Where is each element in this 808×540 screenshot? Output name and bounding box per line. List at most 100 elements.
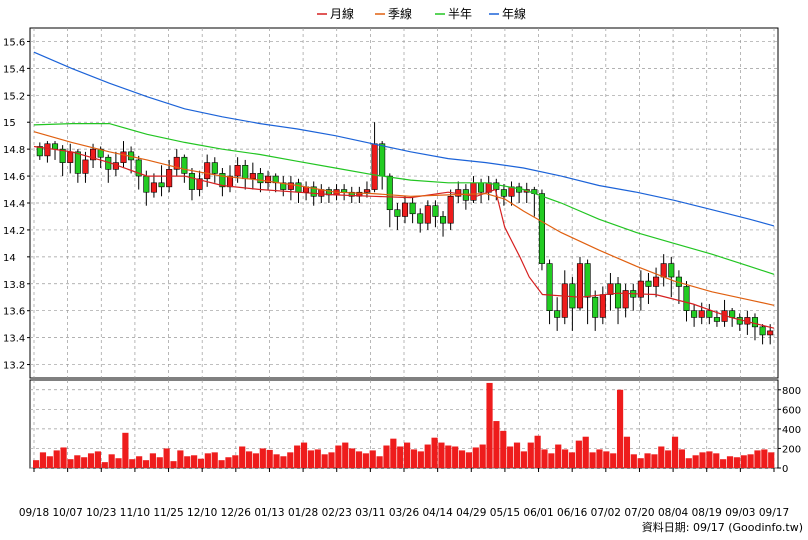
volume-bar: [355, 451, 363, 468]
volume-bar: [404, 442, 411, 468]
x-tick-label: 04/29: [456, 507, 486, 519]
volume-bar: [452, 446, 459, 468]
volume-bar: [486, 382, 493, 468]
volume-bar: [671, 436, 679, 468]
x-tick-label: 11/10: [120, 507, 150, 519]
volume-bar: [616, 389, 624, 468]
volume-bar: [115, 458, 122, 468]
candle-body: [493, 182, 500, 190]
volume-bar: [637, 458, 644, 468]
candle-body: [295, 182, 302, 193]
price-panel: 15.6 15.4 15.2 15 14.8 14.6 14.4 14.2 14 13.8 13.6…: [3, 27, 779, 379]
volume-bar: [101, 462, 108, 468]
volume-bar: [596, 449, 603, 468]
volume-bar: [287, 452, 294, 468]
volume-bar: [644, 453, 651, 468]
volume-bar: [280, 456, 287, 468]
volume-bar: [81, 457, 88, 468]
x-tick-label: 03/11: [355, 507, 385, 519]
candle-body: [767, 330, 774, 336]
price-tick-label: 13.4: [3, 334, 25, 345]
volume-bar: [562, 449, 569, 468]
x-tick-label: 10/07: [53, 507, 83, 519]
volume-tick-label: 200: [782, 444, 801, 455]
candle-body: [371, 143, 378, 190]
candle-body: [691, 310, 698, 318]
legend-label: 年線: [502, 6, 526, 21]
volume-bar: [294, 445, 301, 468]
candle-body: [310, 186, 317, 197]
price-tick-label: 14: [3, 253, 16, 264]
x-tick-label: 01/28: [288, 507, 318, 519]
volume-bar: [534, 435, 541, 468]
candle-body: [546, 263, 553, 311]
candle-body: [51, 143, 59, 150]
volume-bar: [417, 451, 424, 468]
volume-bar: [122, 432, 129, 468]
candle-body: [500, 189, 507, 197]
x-tick-label: 06/01: [523, 507, 553, 519]
volume-bar: [142, 460, 150, 468]
price-tick-label: 15.6: [3, 37, 25, 48]
price-y-ticks: 15.6 15.4 15.2 15 14.8 14.6 14.4 14.2 14 13.8 13.6…: [3, 37, 30, 372]
price-tick-label: 13.8: [3, 280, 25, 291]
moving-average-lines: [33, 51, 775, 329]
candle-body: [592, 296, 599, 318]
volume-bar: [438, 442, 445, 468]
volume-bar: [513, 442, 521, 468]
volume-bar: [211, 452, 218, 468]
candle-body: [188, 173, 196, 190]
candle-body: [660, 263, 667, 278]
volume-bar: [397, 446, 404, 468]
price-tick-label: 14.6: [3, 172, 25, 183]
x-tick-label: 08/19: [692, 507, 722, 519]
candle-body: [265, 175, 272, 184]
candle-body: [637, 280, 644, 298]
volume-bar: [603, 451, 610, 468]
volume-bar: [575, 440, 582, 468]
price-tick-label: 13.2: [3, 361, 25, 372]
x-tick-label: 04/14: [423, 507, 454, 519]
candle-body: [341, 189, 348, 193]
volume-bar: [410, 449, 418, 468]
price-tick-label: 15: [3, 118, 16, 129]
candle-body: [242, 165, 249, 180]
x-tick-label: 12/10: [187, 507, 217, 519]
volume-panel: 800 600 400 200 0: [29, 379, 801, 475]
volume-bar: [369, 450, 376, 468]
volume-bar: [232, 455, 239, 468]
candlesticks: [36, 122, 774, 345]
volume-bar: [129, 459, 136, 468]
candle-body: [751, 317, 759, 328]
candle-body: [759, 326, 766, 336]
volume-bar: [197, 458, 205, 468]
legend-label: 半年: [448, 7, 472, 21]
volume-bar: [362, 453, 369, 468]
candle-body: [173, 156, 180, 170]
volume-bar: [67, 459, 74, 468]
volume-bar: [177, 450, 184, 468]
volume-bar: [465, 452, 473, 468]
volume-bar: [658, 446, 665, 468]
volume-bar: [259, 448, 266, 468]
volume-bar: [335, 445, 342, 468]
x-tick-label: 08/04: [658, 507, 689, 519]
volume-bar: [266, 449, 273, 468]
candle-body: [614, 283, 622, 309]
candle-body: [90, 148, 97, 161]
candle-body: [447, 195, 454, 224]
volume-bar: [60, 447, 67, 468]
candle-body: [120, 151, 127, 163]
volume-bar: [225, 457, 232, 468]
volume-bar: [568, 452, 576, 468]
candle-body: [74, 151, 81, 174]
volume-bar: [390, 438, 397, 468]
x-tick-label: 11/25: [153, 507, 183, 519]
volume-bar: [314, 449, 321, 468]
volume-bar: [349, 448, 356, 468]
volume-bar: [170, 461, 177, 468]
candle-body: [713, 317, 720, 322]
candle-body: [440, 216, 447, 224]
volume-bar: [507, 446, 514, 468]
